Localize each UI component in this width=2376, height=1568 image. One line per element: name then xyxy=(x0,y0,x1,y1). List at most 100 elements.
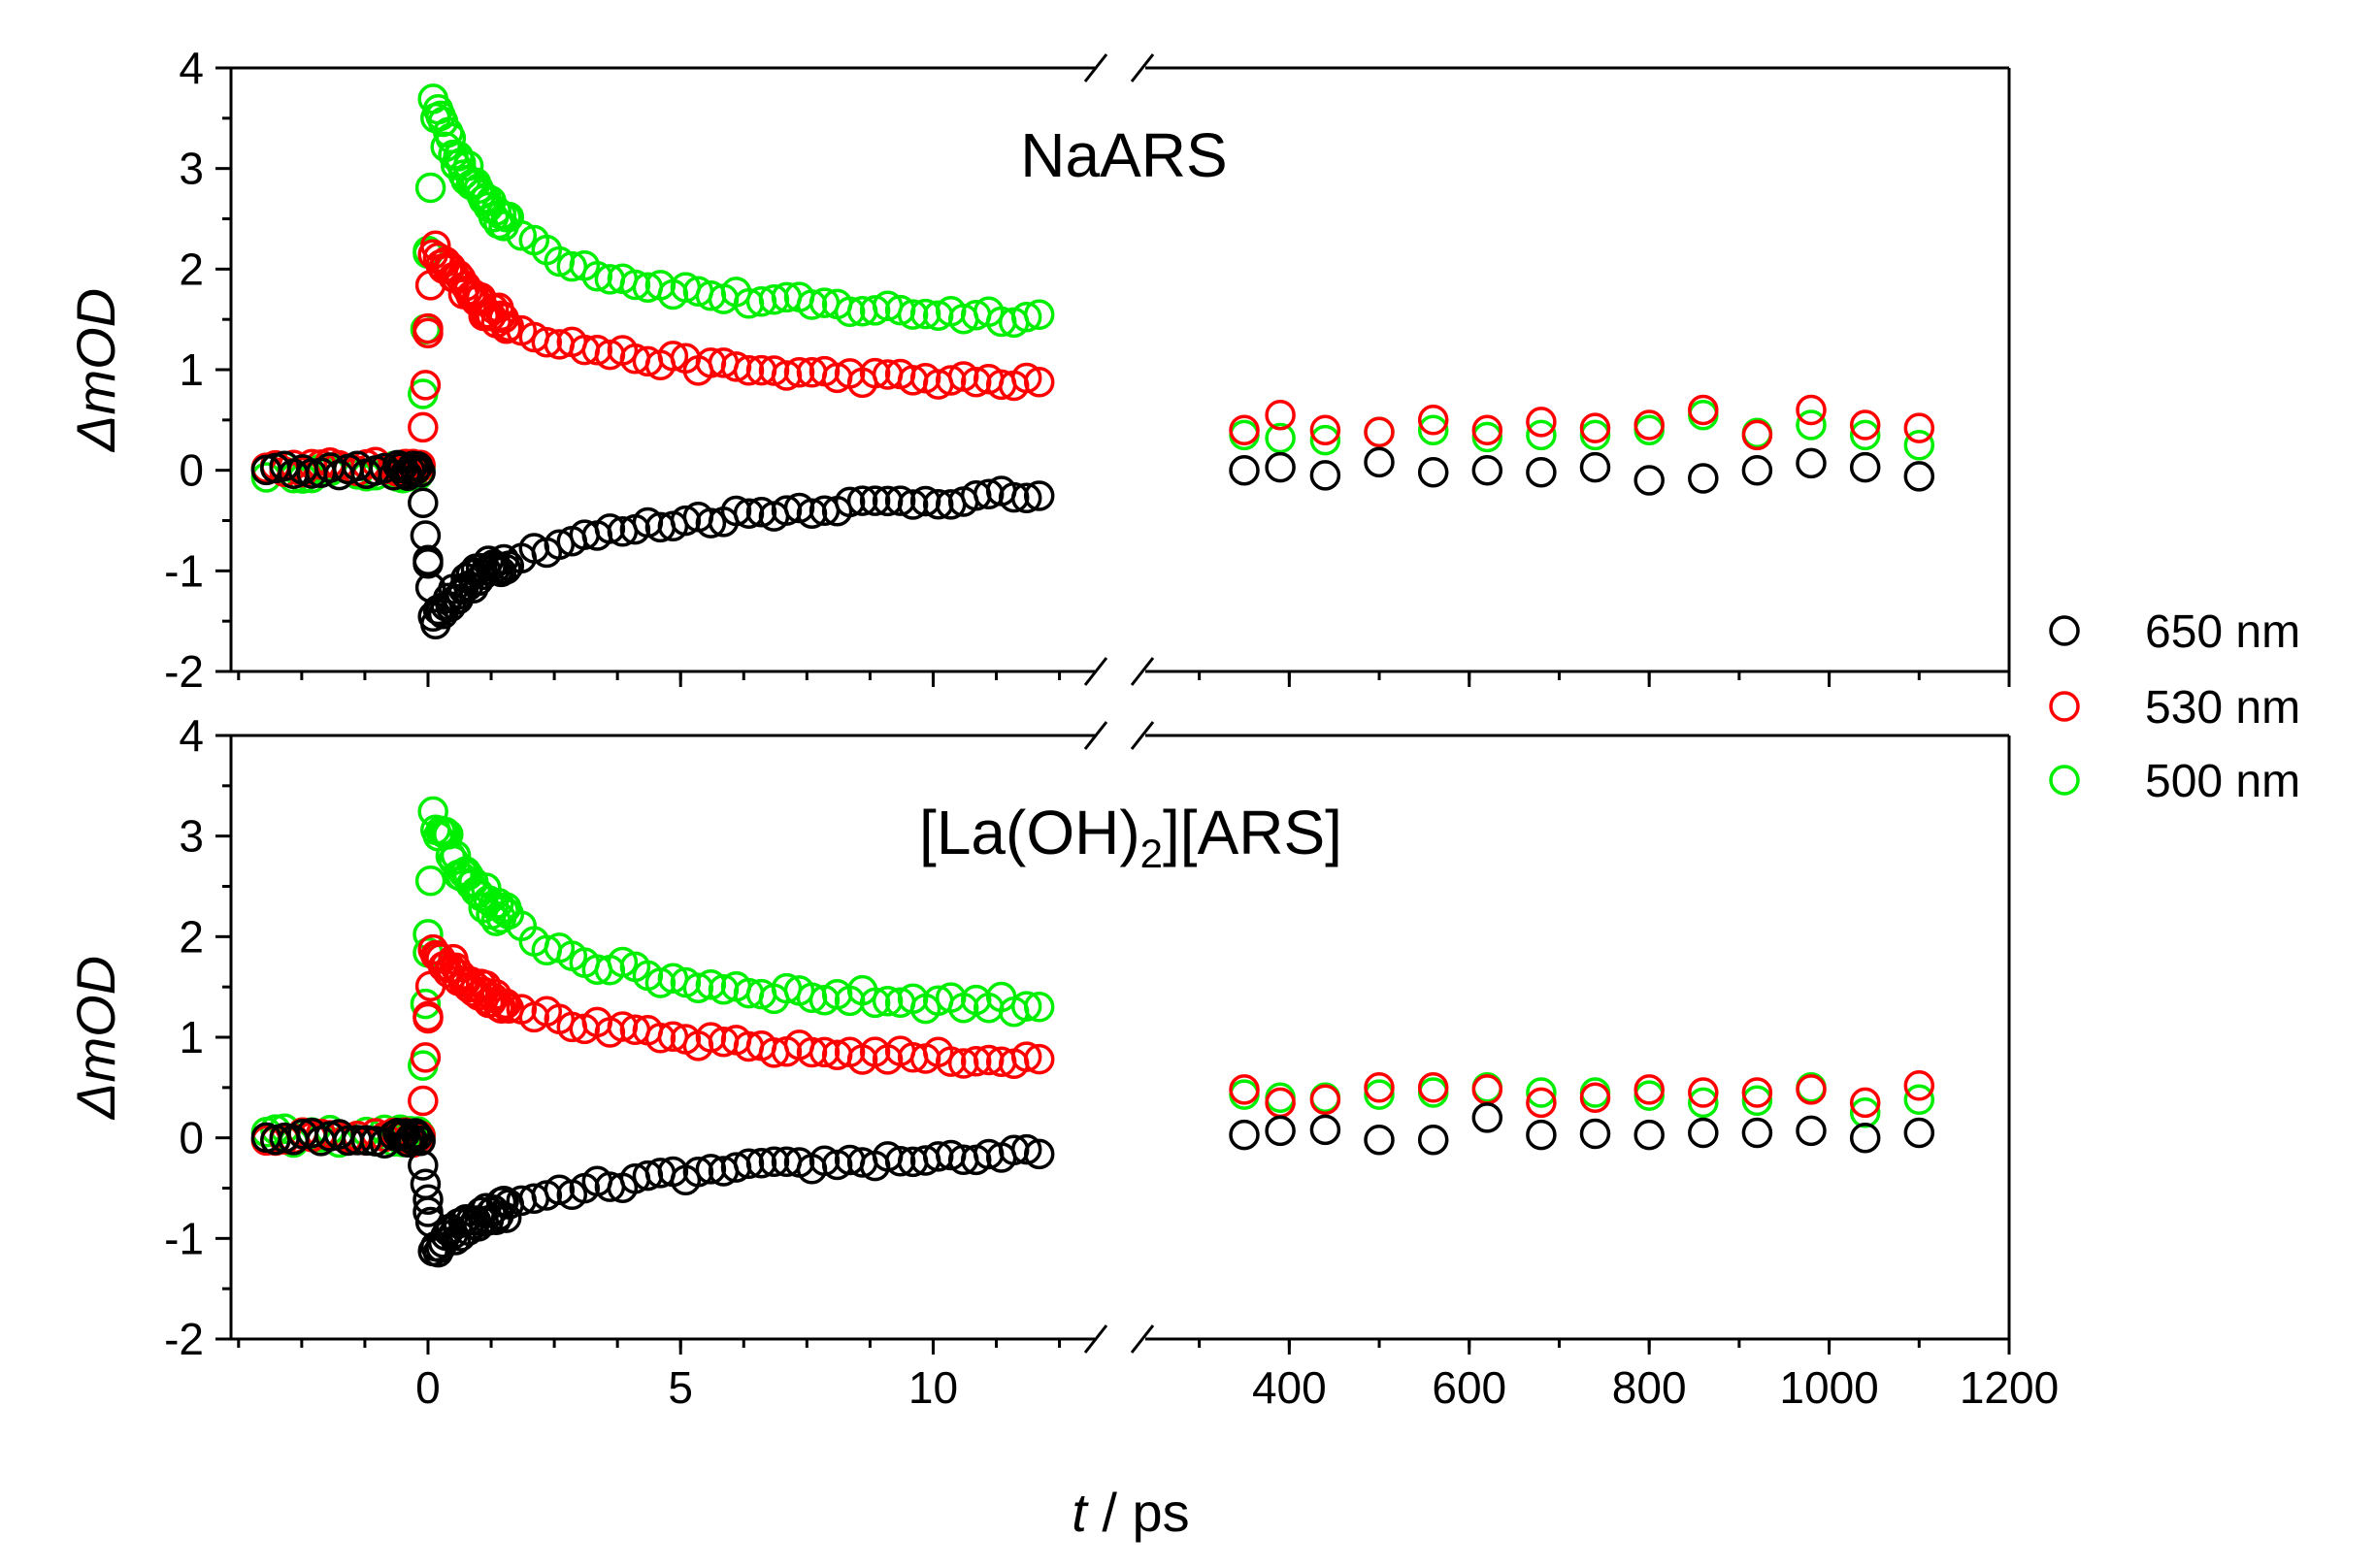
data-point xyxy=(405,456,436,488)
data-point xyxy=(644,1023,676,1054)
x-axis-title: t / ps xyxy=(1072,1482,1189,1543)
data-point xyxy=(657,341,689,372)
data-point-long xyxy=(1903,1070,1935,1101)
data-point-long xyxy=(1849,1097,1881,1128)
data-point xyxy=(884,485,916,516)
data-point xyxy=(859,357,891,389)
data-point xyxy=(1023,480,1055,511)
data-point-long xyxy=(1579,1118,1611,1150)
data-point-long xyxy=(1526,456,1557,488)
data-point-long xyxy=(1903,1117,1935,1149)
data-point xyxy=(644,967,676,998)
data-point-long xyxy=(1634,1074,1665,1105)
data-point-long xyxy=(1364,1079,1395,1110)
data-point-long xyxy=(1849,1087,1881,1119)
data-point-long xyxy=(1579,419,1611,451)
data-point-long xyxy=(1688,463,1719,494)
legend-label-530nm: 530 nm xyxy=(2145,682,2300,734)
data-point xyxy=(884,1146,916,1177)
data-point xyxy=(1010,1133,1042,1165)
y-axis-title: ΔmOD xyxy=(65,288,126,453)
data-point-long xyxy=(1688,1077,1719,1108)
data-point xyxy=(695,1154,727,1185)
data-point xyxy=(733,1148,765,1180)
y-axis-title: ΔmOD xyxy=(65,956,126,1121)
x-tick-label: 5 xyxy=(668,1362,693,1413)
data-point xyxy=(695,507,727,539)
data-point xyxy=(695,968,727,1000)
y-tick-label: 3 xyxy=(179,144,204,194)
x-tick-label: 1000 xyxy=(1779,1362,1878,1413)
data-point xyxy=(834,486,866,518)
legend-entry-530: 530 nm xyxy=(2049,682,2300,734)
data-point-long xyxy=(1849,419,1881,451)
data-point xyxy=(1023,992,1055,1023)
y-tick-label: -1 xyxy=(164,1213,204,1263)
data-point xyxy=(408,487,439,518)
data-point-long xyxy=(1796,409,1827,441)
data-point xyxy=(412,317,444,349)
data-point xyxy=(408,411,439,443)
panels-layer: -2 -1 0 1 2 3 4 ΔmOD NaARS -2 -1 0 1 2 3 4 0 5 10 400 600 800… xyxy=(65,43,2059,1413)
panel-title: [La(OH)2][ARS] xyxy=(919,798,1342,876)
data-point-long xyxy=(1526,1087,1557,1119)
data-point xyxy=(1010,301,1042,333)
data-point-long xyxy=(1903,1084,1935,1116)
series-530nm xyxy=(250,230,1935,488)
data-point-long xyxy=(1903,430,1935,461)
y-tick-label: 2 xyxy=(179,244,204,294)
panel-title: NaARS xyxy=(1020,120,1227,190)
data-point-long xyxy=(1417,456,1449,488)
data-point-long xyxy=(1796,447,1827,479)
data-point-long xyxy=(1634,409,1665,441)
data-point xyxy=(488,895,519,927)
data-point xyxy=(269,450,300,482)
legend-marker-650nm xyxy=(2049,615,2080,646)
data-point-long xyxy=(1364,416,1395,448)
data-point xyxy=(607,946,639,978)
data-point xyxy=(682,972,714,1003)
data-point-long xyxy=(1741,454,1773,486)
data-point-long xyxy=(1796,1074,1827,1105)
data-point-long xyxy=(1229,414,1260,445)
data-point xyxy=(531,326,563,358)
y-tick-label: 3 xyxy=(179,811,204,862)
data-point-long xyxy=(1526,419,1557,451)
data-point xyxy=(808,1145,841,1177)
data-point xyxy=(414,172,446,204)
data-point xyxy=(490,312,522,344)
legend-marker-530nm xyxy=(2049,691,2080,722)
y-tick-label: 0 xyxy=(179,445,204,496)
data-point-long xyxy=(1903,412,1935,443)
data-point-long xyxy=(1229,1119,1260,1151)
y-tick-label: -1 xyxy=(164,545,204,596)
data-point-long xyxy=(1903,461,1935,492)
data-point xyxy=(412,1000,444,1032)
panel-1: -2 -1 0 1 2 3 4 ΔmOD NaARS xyxy=(65,43,2011,697)
data-point-long xyxy=(1579,412,1611,443)
data-point xyxy=(897,299,929,330)
data-point xyxy=(682,1157,714,1188)
data-point-long xyxy=(1634,465,1665,496)
data-point-long xyxy=(1265,451,1296,483)
panel-title-subscript: 2 xyxy=(1140,831,1163,876)
data-point xyxy=(485,993,517,1024)
data-point xyxy=(720,495,752,527)
data-point xyxy=(490,554,522,585)
data-point xyxy=(455,869,486,900)
data-point-long xyxy=(1741,1117,1773,1149)
data-point-long xyxy=(1849,409,1881,441)
data-point xyxy=(859,485,891,516)
data-point xyxy=(897,489,929,520)
data-point xyxy=(490,1202,522,1233)
data-point-long xyxy=(1741,1085,1773,1117)
data-point xyxy=(414,866,446,897)
panel-title-part: [La(OH) xyxy=(919,798,1140,867)
series-650nm xyxy=(250,446,1935,639)
data-point-long xyxy=(1526,1119,1557,1151)
y-tick-label: 4 xyxy=(179,43,204,93)
legend: 650 nm 530 nm 500 nm xyxy=(2049,606,2300,807)
data-point xyxy=(1023,1043,1055,1075)
data-point xyxy=(834,296,866,328)
data-point-long xyxy=(1741,419,1773,451)
